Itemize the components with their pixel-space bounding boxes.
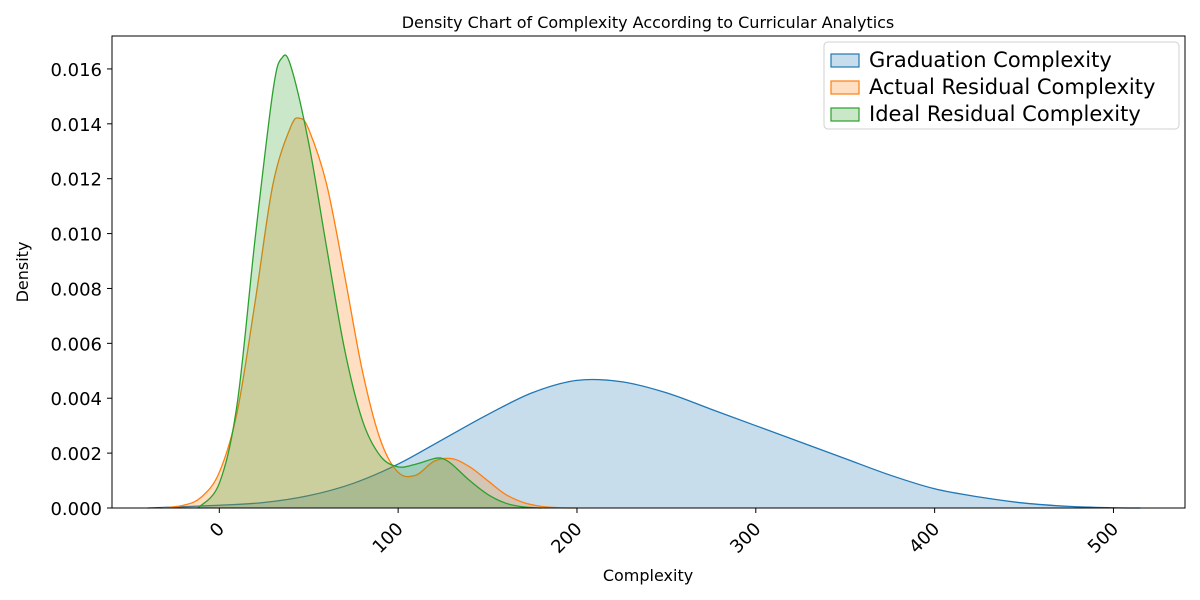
legend: Graduation Complexity Actual Residual Com…: [823, 41, 1180, 130]
x-tick-label: 300: [726, 519, 765, 558]
y-tick-label: 0.010: [50, 225, 102, 246]
actual-residual-complexity-legend-label: Actual Residual Complexity: [869, 75, 1155, 99]
y-axis-label: Density: [13, 242, 32, 303]
actual-residual-complexity-area: [160, 117, 577, 509]
y-tick-label: 0.004: [50, 389, 102, 410]
legend-box: [823, 41, 1180, 130]
x-tick-label: 200: [547, 519, 586, 558]
x-tick-label: 400: [905, 519, 944, 558]
graduation-complexity-legend-swatch: [830, 53, 860, 68]
plot-area: [147, 54, 1141, 509]
actual-residual-complexity-line: [160, 117, 577, 509]
y-tick-label: 0.014: [50, 115, 102, 136]
x-axis-label: Complexity: [603, 566, 693, 585]
y-tick-label: 0.000: [50, 499, 102, 520]
y-tick-label: 0.012: [50, 170, 102, 191]
ideal-residual-complexity-legend-swatch: [830, 107, 860, 122]
y-tick-label: 0.006: [50, 334, 102, 355]
chart-title: Density Chart of Complexity According to…: [402, 13, 895, 32]
x-tick-label: 100: [369, 519, 408, 558]
actual-residual-complexity-legend-swatch: [830, 80, 860, 95]
y-tick-label: 0.008: [50, 279, 102, 300]
y-tick-label: 0.016: [50, 60, 102, 81]
ideal-residual-complexity-line: [197, 54, 542, 509]
plot-frame: [111, 35, 1186, 509]
y-axis: 0.000 0.002 0.004 0.006 0.008 0.010 0.012 0.014…: [50, 60, 112, 520]
x-tick-label: 0: [206, 519, 229, 542]
x-axis: 0 100 200 300 400 500: [206, 508, 1123, 558]
graduation-complexity-legend-label: Graduation Complexity: [869, 48, 1112, 72]
graduation-complexity-line: [147, 378, 1141, 509]
ideal-residual-complexity-area: [197, 54, 542, 509]
y-tick-label: 0.002: [50, 444, 102, 465]
ideal-residual-complexity-legend-label: Ideal Residual Complexity: [869, 102, 1141, 126]
x-tick-label: 500: [1084, 519, 1123, 558]
